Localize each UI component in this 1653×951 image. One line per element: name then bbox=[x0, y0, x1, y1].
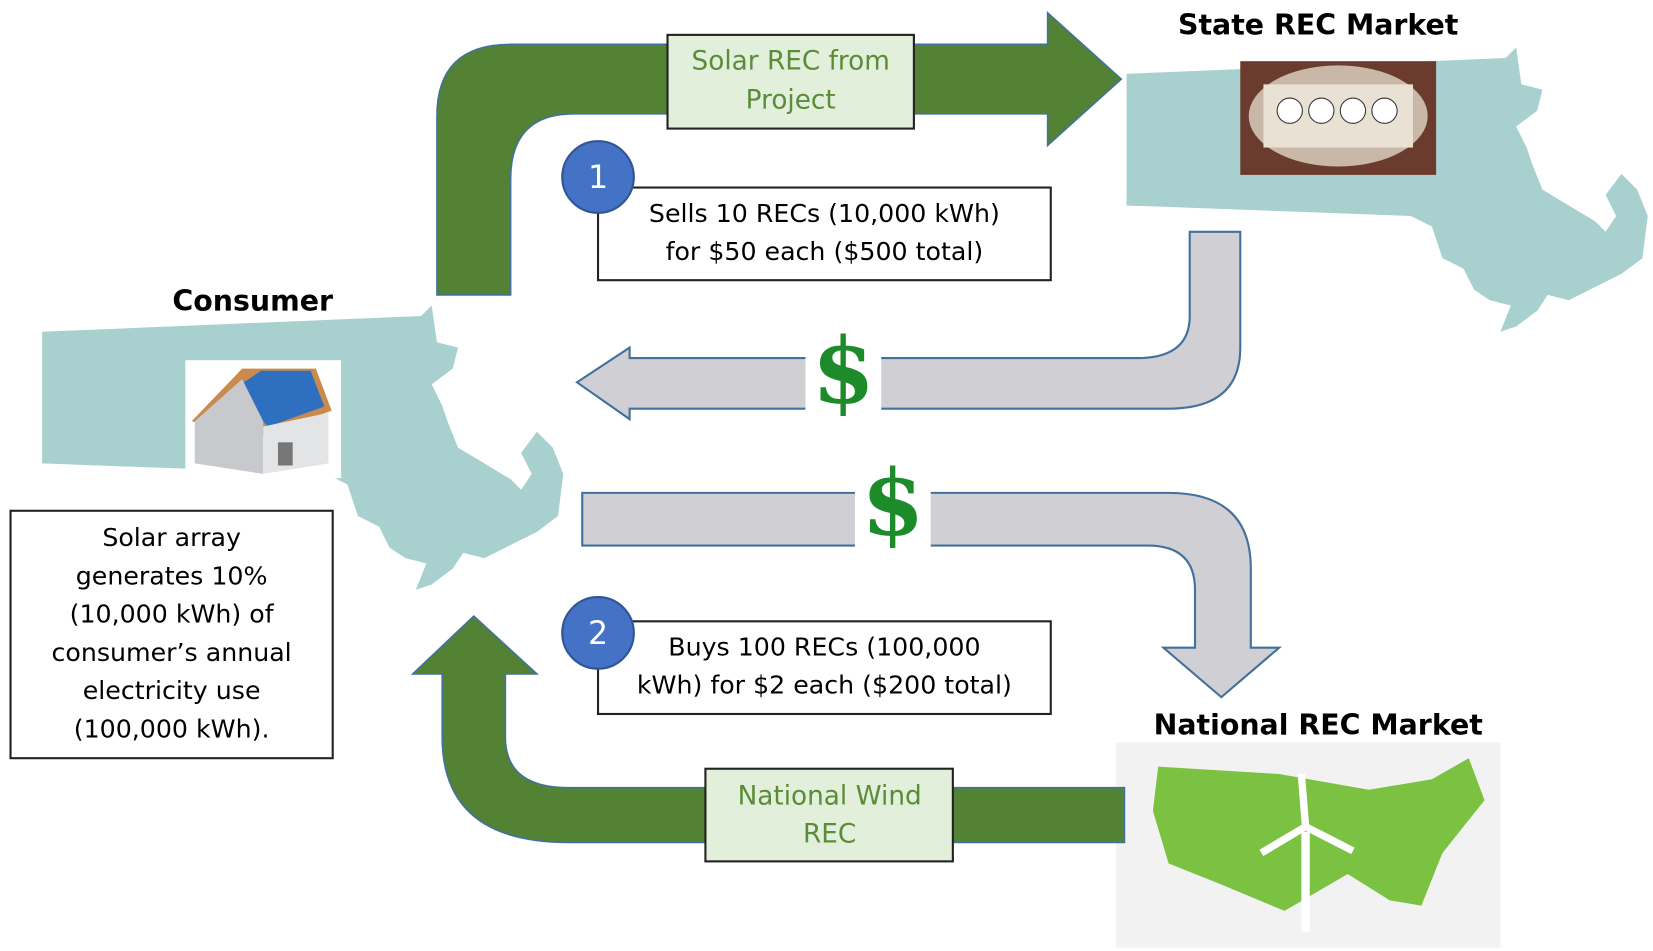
arrow-payment-in bbox=[575, 230, 1242, 422]
national-title: National REC Market bbox=[1154, 709, 1483, 742]
consumer-description: (10,000 kWh) of bbox=[70, 600, 275, 629]
consumer-title: Consumer bbox=[172, 284, 333, 317]
consumer-description: consumer’s annual bbox=[52, 638, 292, 667]
step-badge bbox=[561, 596, 635, 670]
consumer-description: (100,000 kWh). bbox=[74, 714, 270, 743]
step-text: Sells 10 RECs (10,000 kWh) bbox=[649, 199, 1000, 228]
consumer-description: Solar array bbox=[102, 523, 241, 552]
consumer-description: generates 10% bbox=[76, 561, 268, 590]
consumer-box bbox=[9, 509, 334, 760]
state-title: State REC Market bbox=[1178, 8, 1458, 41]
dollar-sign: $ bbox=[861, 450, 924, 556]
consumer-description: electricity use bbox=[83, 676, 261, 705]
dollar-bg bbox=[854, 466, 931, 553]
arrow-payment-out bbox=[581, 491, 1283, 699]
step-box bbox=[596, 186, 1052, 282]
dollar-sign: $ bbox=[812, 319, 875, 425]
house-image bbox=[185, 360, 342, 479]
step-text: Buys 100 RECs (100,000 bbox=[668, 633, 980, 662]
step-text: for $50 each ($500 total) bbox=[666, 237, 984, 266]
flow-label: National Wind bbox=[738, 782, 922, 812]
label-box bbox=[666, 33, 915, 130]
us-map-image bbox=[1116, 742, 1501, 948]
flow-label: Solar REC from bbox=[692, 47, 890, 77]
flow-label: REC bbox=[803, 820, 856, 850]
step-text: kWh) for $2 each ($200 total) bbox=[637, 671, 1012, 700]
meter-image bbox=[1240, 61, 1437, 175]
arrow-solar-rec bbox=[436, 10, 1123, 296]
step-number: 1 bbox=[588, 160, 608, 196]
step-box bbox=[596, 620, 1052, 716]
step-number: 2 bbox=[588, 616, 608, 652]
dollar-bg bbox=[805, 334, 882, 422]
flow-label: Project bbox=[746, 86, 836, 116]
step-badge bbox=[561, 140, 635, 214]
label-box bbox=[704, 767, 954, 863]
